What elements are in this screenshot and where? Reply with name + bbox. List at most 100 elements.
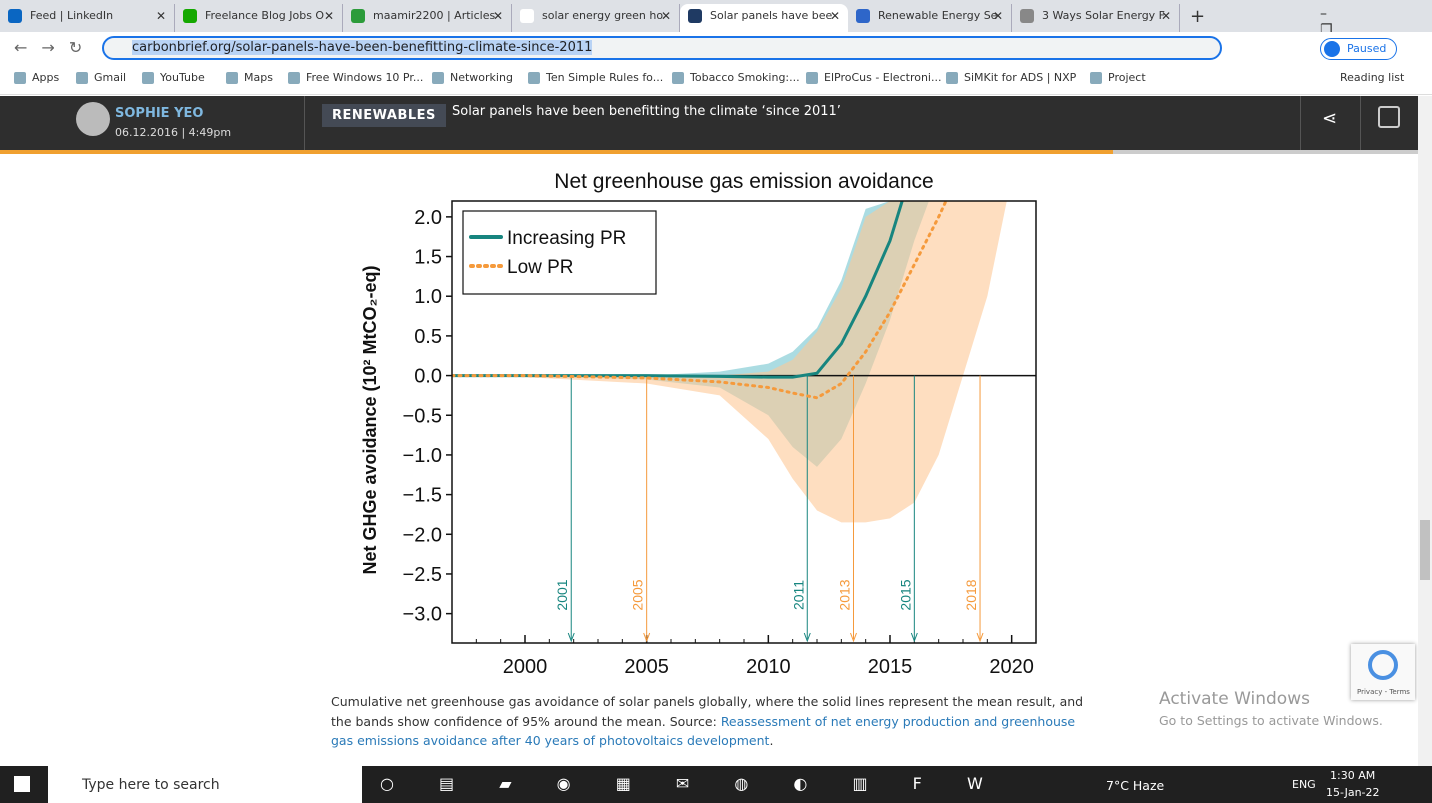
y-tick-label: −1.5	[403, 485, 442, 507]
new-tab[interactable]: +	[1190, 6, 1206, 27]
tab-close[interactable]: ✕	[992, 9, 1003, 23]
bookmark[interactable]: YouTube	[142, 71, 205, 84]
search-box[interactable]	[48, 766, 362, 803]
scrollbar	[1418, 96, 1432, 766]
scroll-thumb[interactable]	[1420, 520, 1430, 580]
annotation-arrow	[803, 632, 811, 643]
weather[interactable]: 7°C Haze	[1106, 778, 1165, 793]
reading-list[interactable]: Reading list	[1340, 71, 1405, 84]
y-tick-label: −2.0	[403, 524, 442, 546]
tab-close[interactable]: ✕	[323, 9, 334, 23]
divider	[304, 96, 305, 150]
bookmark[interactable]: Project	[1090, 71, 1146, 84]
legend-label: Low PR	[507, 257, 574, 278]
tab-title: Solar panels have bee	[710, 9, 833, 22]
tab-icon	[8, 9, 22, 23]
divider	[1300, 96, 1301, 150]
profile-button[interactable]: Paused	[1320, 38, 1398, 60]
legend-label: Increasing PR	[507, 228, 626, 249]
url-text: carbonbrief.org/solar-panels-have-been-b…	[132, 40, 593, 55]
caption-end: .	[769, 733, 774, 748]
tab[interactable]: 3 Ways Solar Energy F ✕	[1012, 4, 1180, 32]
bookmark[interactable]: Networking	[432, 71, 513, 84]
divider	[1360, 96, 1361, 150]
share-button[interactable]: ⋖	[1322, 108, 1338, 129]
annotation-label: 2005	[630, 579, 646, 610]
bookmark[interactable]: Tobacco Smoking:...	[672, 71, 800, 84]
recaptcha-terms[interactable]: Privacy - Terms	[1357, 688, 1410, 696]
y-tick-label: 0.0	[414, 366, 442, 388]
category[interactable]: RENEWABLES	[322, 104, 446, 127]
tab[interactable]: solar energy green ho ✕	[512, 4, 680, 32]
bookmark[interactable]: ElProCus - Electroni...	[806, 71, 941, 84]
y-axis-label: Net GHGe avoidance (10² MtCO₂-eq)	[360, 265, 380, 574]
bookmark[interactable]: Free Windows 10 Pr...	[288, 71, 423, 84]
headline: Solar panels have been benefitting the c…	[452, 104, 841, 119]
article-header	[0, 96, 1418, 150]
y-tick-label: −0.5	[403, 405, 442, 427]
annotation-arrow	[567, 632, 575, 643]
tab-close[interactable]: ✕	[660, 9, 671, 23]
tab-icon	[1020, 9, 1034, 23]
y-tick-label: 2.0	[414, 207, 442, 229]
chart: Net greenhouse gas emission avoidance Ne…	[360, 170, 1037, 678]
tab[interactable]: Renewable Energy Se ✕	[848, 4, 1012, 32]
confidence-band	[452, 201, 1007, 523]
profile-avatar	[1324, 41, 1340, 57]
bookmark[interactable]: Maps	[226, 71, 273, 84]
tab-icon	[351, 9, 365, 23]
annotation-label: 2013	[837, 579, 853, 610]
search-placeholder: Type here to search	[82, 777, 220, 793]
nav-buttons[interactable]: ←→↻	[14, 38, 97, 57]
tab[interactable]: Solar panels have bee ✕	[680, 4, 848, 32]
y-tick-label: 1.0	[414, 286, 442, 308]
annotation-label: 2001	[554, 579, 570, 610]
bookmark[interactable]: Apps	[14, 71, 59, 84]
progress-bar	[0, 150, 1113, 154]
tab[interactable]: maamir2200 | Articles ✕	[343, 4, 512, 32]
clock-date[interactable]: 15-Jan-22	[1326, 786, 1380, 799]
start-button[interactable]	[14, 776, 30, 792]
mean-line	[452, 201, 948, 400]
tab-title: Renewable Energy Se	[878, 9, 998, 22]
chart-title: Net greenhouse gas emission avoidance	[554, 170, 933, 193]
tab-close[interactable]: ✕	[155, 9, 166, 23]
clock-time[interactable]: 1:30 AM	[1330, 769, 1376, 782]
y-tick-label: 1.5	[414, 247, 442, 269]
tab[interactable]: Freelance Blog Jobs O ✕	[175, 4, 343, 32]
source-link[interactable]: Reassessment of net energy production an…	[331, 713, 1076, 749]
tab-close[interactable]: ✕	[829, 9, 840, 23]
tab-title: solar energy green ho	[542, 9, 664, 22]
taskbar-apps[interactable]: ○ ▤ ▰ ◉ ▦ ✉ ◍ ◐ ▥ F W	[380, 774, 1003, 793]
activate-title: Activate Windows	[1159, 689, 1310, 709]
legend-box	[462, 210, 657, 295]
bookmark[interactable]: Ten Simple Rules fo...	[528, 71, 663, 84]
tab-title: maamir2200 | Articles	[373, 9, 496, 22]
y-tick-label: −1.0	[403, 445, 442, 467]
annotation-label: 2018	[963, 579, 979, 610]
x-tick-label: 2000	[503, 656, 548, 678]
annotation-arrow	[976, 632, 984, 643]
tab-close[interactable]: ✕	[1160, 9, 1171, 23]
date: 06.12.2016 | 4:49pm	[115, 126, 232, 139]
tab-close[interactable]: ✕	[492, 9, 503, 23]
activate-sub: Go to Settings to activate Windows.	[1159, 713, 1383, 728]
x-tick-label: 2005	[624, 656, 669, 678]
tab-title: 3 Ways Solar Energy F	[1042, 9, 1166, 22]
tab[interactable]: Feed | LinkedIn ✕	[0, 4, 175, 32]
author[interactable]: SOPHIE YEO	[115, 106, 204, 121]
tab-icon	[688, 9, 702, 23]
author-avatar	[76, 102, 110, 136]
language[interactable]: ENG	[1292, 778, 1316, 791]
bookmark[interactable]: Gmail	[76, 71, 126, 84]
mean-line	[452, 201, 904, 379]
url-bar[interactable]: carbonbrief.org/solar-panels-have-been-b…	[102, 36, 1222, 60]
print-button[interactable]	[1378, 106, 1400, 128]
annotation-arrow	[643, 632, 651, 643]
annotation-arrow	[850, 632, 857, 643]
tab-icon	[520, 9, 534, 23]
y-tick-label: −3.0	[403, 604, 442, 626]
x-tick-label: 2015	[868, 656, 913, 678]
bookmark[interactable]: SiMKit for ADS | NXP	[946, 71, 1076, 84]
